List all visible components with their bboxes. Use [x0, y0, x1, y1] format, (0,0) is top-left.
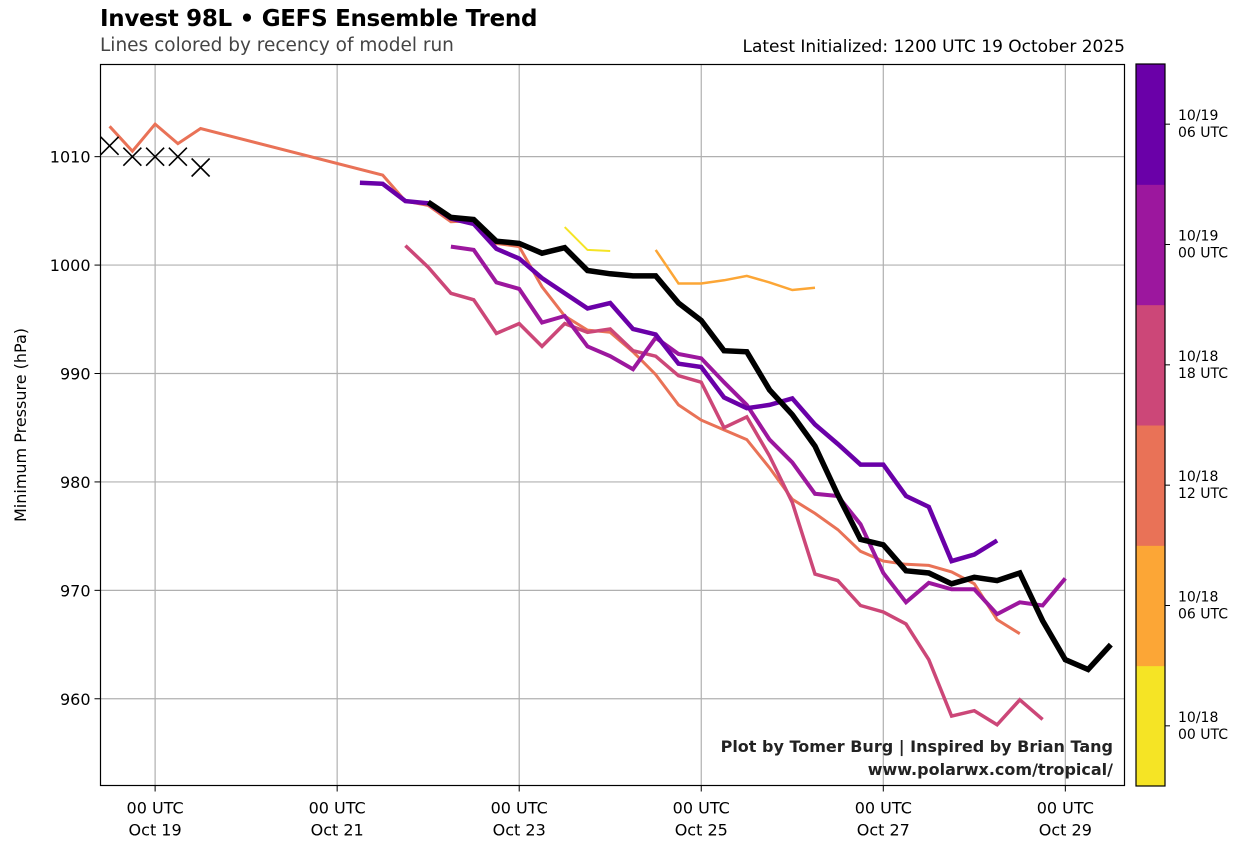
x-axis: 00 UTC Oct 19 00 UTC Oct 21 00 UTC Oct 23 00 U… [127, 785, 1094, 840]
colorbar-segment [1136, 184, 1165, 306]
latest-initialized: Latest Initialized: 1200 UTC 19 October … [742, 37, 1125, 57]
plot-frame [99, 63, 1126, 787]
colorbar-segment [1136, 425, 1165, 546]
colorbar-label-time: 18 UTC [1178, 366, 1228, 382]
x-tick-label-date: Oct 27 [857, 821, 910, 840]
x-tick-label-date: Oct 25 [675, 821, 728, 840]
observed-marker [100, 136, 120, 156]
series-line-10-19-12-utc-latest- [426, 199, 1113, 673]
colorbar-label-time: 06 UTC [1178, 125, 1228, 141]
series-line-10-18-18-utc [404, 244, 1044, 728]
x-tick-label-date: Oct 21 [311, 821, 364, 840]
chart-subtitle: Lines colored by recency of model run [100, 35, 454, 56]
colorbar-frame [1135, 63, 1166, 787]
grid-lines [100, 64, 1125, 786]
marker-stroke [100, 136, 120, 156]
colorbar-label-time: 12 UTC [1178, 486, 1228, 502]
series-lines [108, 121, 1113, 728]
colorbar-segment [1136, 64, 1165, 185]
colorbar-segment [1136, 304, 1165, 426]
marker-stroke [122, 147, 142, 167]
colorbar-label-time: 00 UTC [1178, 727, 1228, 743]
colorbar-label-date: 10/18 [1178, 469, 1218, 485]
y-tick-label: 990 [60, 365, 91, 384]
observed-marker [168, 147, 188, 167]
colorbar-segment [1136, 665, 1165, 787]
y-axis: 960 970 980 990 1000 1010 [50, 148, 101, 709]
x-tick-label-time: 00 UTC [491, 799, 548, 818]
y-tick-label: 980 [60, 473, 91, 492]
x-tick-label-date: Oct 29 [1039, 821, 1092, 840]
marker-stroke [168, 147, 188, 167]
x-tick-label-date: Oct 23 [493, 821, 546, 840]
chart-title: Invest 98L • GEFS Ensemble Trend [100, 6, 538, 32]
series-line-10-19-06-utc [359, 180, 999, 564]
credit-line-1: Plot by Tomer Burg | Inspired by Brian T… [721, 737, 1113, 757]
observed-marker [191, 157, 211, 178]
colorbar-label-date: 10/18 [1178, 590, 1218, 606]
series-line-10-18-12-utc [108, 121, 1021, 635]
x-tick-label-time: 00 UTC [1037, 799, 1094, 818]
observed-marker [145, 147, 165, 167]
colorbar-label-date: 10/19 [1178, 108, 1218, 124]
y-tick-label: 970 [60, 581, 91, 600]
colorbar-label-time: 06 UTC [1178, 607, 1228, 623]
marker-stroke [191, 157, 211, 178]
series-line-10-18-06-utc [654, 249, 816, 292]
colorbar-label-date: 10/19 [1178, 229, 1218, 245]
colorbar-label-date: 10/18 [1178, 710, 1218, 726]
observed-marker [122, 147, 142, 167]
y-tick-label: 1010 [50, 148, 91, 167]
y-tick-label: 1000 [50, 256, 91, 275]
x-tick-label-time: 00 UTC [855, 799, 912, 818]
x-tick-label-time: 00 UTC [309, 799, 366, 818]
colorbar-label-date: 10/18 [1178, 349, 1218, 365]
credit-line-2: www.polarwx.com/tropical/ [868, 760, 1113, 779]
x-tick-label-time: 00 UTC [127, 799, 184, 818]
x-tick-label-time: 00 UTC [673, 799, 730, 818]
series-line-10-19-00-utc [450, 244, 1067, 617]
y-axis-label: Minimum Pressure (hPa) [11, 328, 30, 522]
colorbar-label-time: 00 UTC [1178, 246, 1228, 262]
x-tick-label-date: Oct 19 [129, 821, 182, 840]
series-line-10-18-00-utc [563, 226, 611, 252]
observed-markers [100, 136, 211, 178]
colorbar-segment [1136, 545, 1165, 667]
marker-stroke [145, 147, 165, 167]
y-tick-label: 960 [60, 690, 91, 709]
